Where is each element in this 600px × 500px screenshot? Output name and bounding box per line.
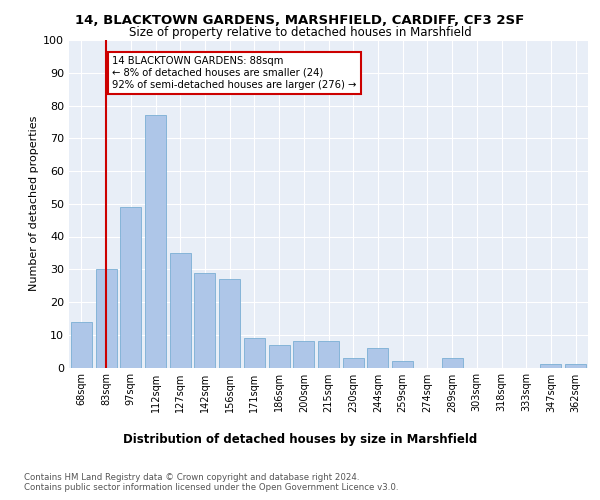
- Bar: [269, 344, 290, 368]
- Text: Contains HM Land Registry data © Crown copyright and database right 2024.: Contains HM Land Registry data © Crown c…: [24, 472, 359, 482]
- Text: Size of property relative to detached houses in Marshfield: Size of property relative to detached ho…: [128, 26, 472, 39]
- Bar: [318, 342, 339, 367]
- Bar: [95, 269, 116, 368]
- Bar: [293, 342, 314, 367]
- Bar: [219, 279, 240, 368]
- Bar: [392, 361, 413, 368]
- Bar: [565, 364, 586, 368]
- Text: 14 BLACKTOWN GARDENS: 88sqm
← 8% of detached houses are smaller (24)
92% of semi: 14 BLACKTOWN GARDENS: 88sqm ← 8% of deta…: [112, 56, 356, 90]
- Y-axis label: Number of detached properties: Number of detached properties: [29, 116, 39, 292]
- Bar: [442, 358, 463, 368]
- Bar: [244, 338, 265, 368]
- Bar: [170, 253, 191, 368]
- Bar: [343, 358, 364, 368]
- Text: Distribution of detached houses by size in Marshfield: Distribution of detached houses by size …: [123, 432, 477, 446]
- Bar: [541, 364, 562, 368]
- Bar: [145, 116, 166, 368]
- Bar: [367, 348, 388, 368]
- Bar: [194, 272, 215, 368]
- Text: 14, BLACKTOWN GARDENS, MARSHFIELD, CARDIFF, CF3 2SF: 14, BLACKTOWN GARDENS, MARSHFIELD, CARDI…: [76, 14, 524, 27]
- Bar: [71, 322, 92, 368]
- Bar: [120, 207, 141, 368]
- Text: Contains public sector information licensed under the Open Government Licence v3: Contains public sector information licen…: [24, 484, 398, 492]
